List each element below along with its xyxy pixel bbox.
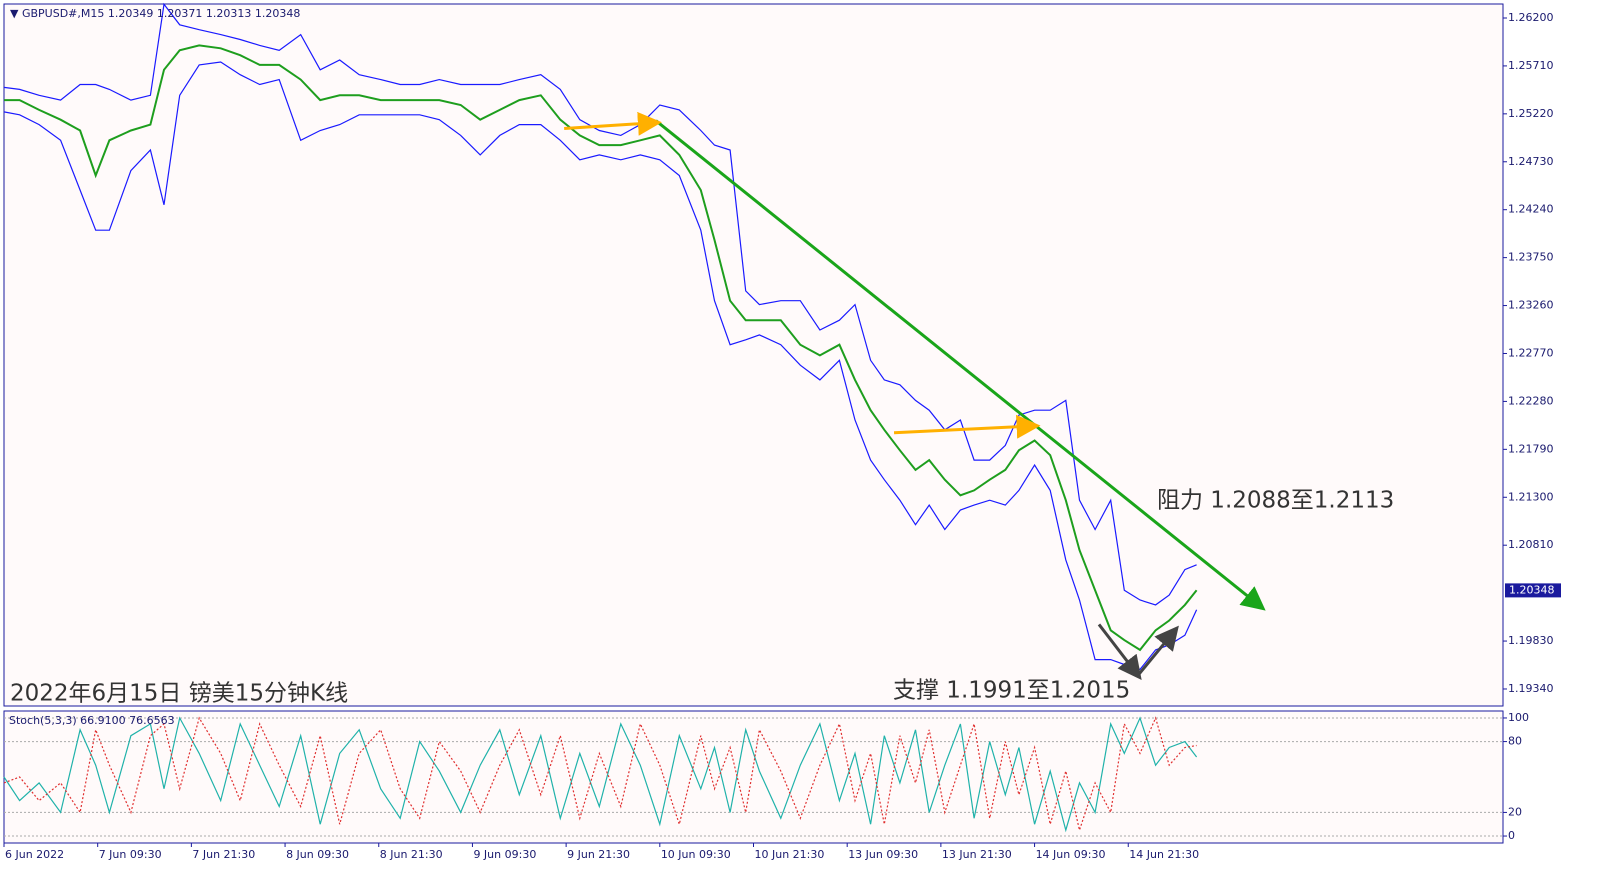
y-tick-label: 1.24730 [1508, 155, 1554, 168]
y-tick-label: 1.22280 [1508, 394, 1554, 407]
stoch-title: Stoch(5,3,3) 66.9100 76.6563 [9, 714, 175, 727]
bollinger-band [3, 61, 1198, 671]
trend-line [1136, 625, 1179, 677]
trend-line [893, 414, 1041, 439]
chart-title: 2022年6月15日 镑美15分钟K线 [10, 681, 348, 707]
y-tick-label: 1.22770 [1508, 346, 1554, 359]
y-tick-label: 1.26200 [1508, 11, 1554, 24]
stoch-main: 66.9100 [80, 714, 126, 727]
x-tick-label: 13 Jun 09:30 [848, 848, 918, 861]
y-tick-label: 1.21790 [1508, 442, 1554, 455]
x-tick-label: 10 Jun 09:30 [661, 848, 731, 861]
trend-line [654, 119, 1266, 611]
y-tick-label: 1.23750 [1508, 251, 1554, 264]
stoch-main [3, 716, 1198, 833]
stoch-name: Stoch(5,3,3) [9, 714, 77, 727]
price-panel [3, 3, 1504, 707]
trend-line [564, 111, 662, 136]
stoch-plot: 0 20 80 100 [3, 711, 1529, 842]
x-tick-label: 14 Jun 21:30 [1129, 848, 1199, 861]
y-tick-label: 1.19830 [1508, 634, 1554, 647]
x-tick-label: 7 Jun 21:30 [192, 848, 255, 861]
y-tick-label: 1.24240 [1508, 203, 1554, 216]
x-tick-label: 7 Jun 09:30 [99, 848, 162, 861]
x-tick-label: 6 Jun 2022 [5, 848, 64, 861]
resistance-note: 阻力 1.2088至1.2113 [1157, 488, 1394, 514]
y-tick-label: 1.25220 [1508, 107, 1554, 120]
trend-line [1097, 623, 1142, 681]
support-note: 支撑 1.1991至1.2015 [893, 678, 1130, 704]
x-tick-label: 10 Jun 21:30 [755, 848, 825, 861]
y-tick-label: 20 [1508, 805, 1522, 818]
open: 1.20349 [108, 7, 154, 20]
x-tick-label: 9 Jun 09:30 [473, 848, 536, 861]
y-tick-label: 1.19340 [1508, 682, 1554, 695]
y-tick-label: 80 [1508, 735, 1522, 748]
stoch-panel [3, 710, 1504, 844]
x-tick-label: 8 Jun 21:30 [380, 848, 443, 861]
x-tick-label: 8 Jun 09:30 [286, 848, 349, 861]
y-tick-label: 1.21300 [1508, 490, 1554, 503]
x-tick-label: 13 Jun 21:30 [942, 848, 1012, 861]
y-tick-label: 0 [1508, 829, 1515, 842]
bollinger-band [3, 2, 1197, 606]
high: 1.20371 [157, 7, 203, 20]
y-tick-label: 100 [1508, 711, 1529, 724]
low: 1.20313 [206, 7, 252, 20]
symbol: ▼ GBPUSD#,M15 1.20349 1.20371 1.20313 1.… [10, 7, 300, 20]
x-tick-label: 9 Jun 21:30 [567, 848, 630, 861]
last-price-label: 1.20348 [1509, 583, 1555, 596]
last-price-box [1505, 583, 1561, 598]
stoch-signal: 76.6563 [129, 714, 175, 727]
symbol-text: GBPUSD#,M15 [22, 7, 104, 20]
stoch-signal [3, 716, 1197, 833]
price-plot: 1.26200 1.25710 1.25220 1.24730 1.24240 1.237… [3, 2, 1561, 695]
y-tick-label: 1.23260 [1508, 299, 1554, 312]
y-tick-label: 1.25710 [1508, 59, 1554, 72]
x-tick-label: 14 Jun 09:30 [1036, 848, 1106, 861]
y-tick-label: 1.20810 [1508, 538, 1554, 551]
close: 1.20348 [255, 7, 301, 20]
